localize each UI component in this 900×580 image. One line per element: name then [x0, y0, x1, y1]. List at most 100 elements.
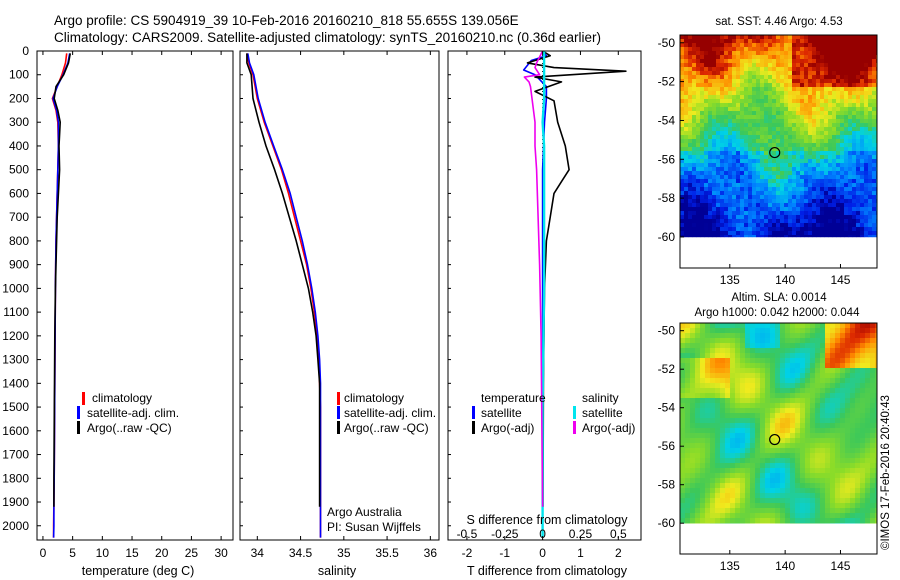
- heatmap-cell: [745, 428, 751, 434]
- heatmap-cell: [840, 463, 846, 469]
- heatmap-cell: [740, 55, 745, 60]
- heatmap-cell: [695, 503, 701, 509]
- heatmap-cell: [680, 55, 685, 60]
- heatmap-cell: [860, 55, 865, 60]
- heatmap-cell: [775, 448, 781, 454]
- heatmap-cell: [685, 338, 691, 344]
- heatmap-cell: [720, 151, 725, 156]
- heatmap-cell: [828, 67, 833, 72]
- heatmap-cell: [680, 215, 685, 220]
- heatmap-cell: [835, 503, 841, 509]
- heatmap-cell: [850, 423, 856, 429]
- heatmap-cell: [788, 91, 793, 96]
- heatmap-cell: [760, 147, 765, 152]
- heatmap-cell: [748, 59, 753, 64]
- heatmap-cell: [856, 231, 861, 236]
- heatmap-cell: [772, 231, 777, 236]
- heatmap-cell: [705, 343, 711, 349]
- heatmap-cell: [850, 488, 856, 494]
- heatmap-cell: [780, 35, 785, 40]
- heatmap-cell: [812, 215, 817, 220]
- heatmap-cell: [736, 187, 741, 192]
- y-tick-label: 400: [9, 139, 29, 153]
- heatmap-cell: [728, 175, 733, 180]
- heatmap-cell: [735, 478, 741, 484]
- heatmap-cell: [820, 383, 826, 389]
- heatmap-cell: [695, 468, 701, 474]
- heatmap-cell: [812, 43, 817, 48]
- heatmap-cell: [688, 47, 693, 52]
- heatmap-cell: [720, 119, 725, 124]
- heatmap-cell: [692, 215, 697, 220]
- heatmap-cell: [848, 35, 853, 40]
- heatmap-cell: [700, 438, 706, 444]
- heatmap-cell: [872, 63, 877, 68]
- heatmap-cell: [728, 231, 733, 236]
- heatmap-cell: [704, 39, 709, 44]
- heatmap-cell: [690, 393, 696, 399]
- heatmap-cell: [856, 95, 861, 100]
- heatmap-cell: [812, 115, 817, 120]
- heatmap-cell: [795, 428, 801, 434]
- heatmap-cell: [735, 513, 741, 519]
- heatmap-cell: [684, 75, 689, 80]
- heatmap-cell: [848, 167, 853, 172]
- heatmap-cell: [775, 453, 781, 459]
- heatmap-cell: [732, 71, 737, 76]
- heatmap-cell: [848, 195, 853, 200]
- heatmap-cell: [784, 47, 789, 52]
- heatmap-cell: [725, 493, 731, 499]
- heatmap-cell: [680, 378, 686, 384]
- heatmap-cell: [784, 151, 789, 156]
- heatmap-cell: [804, 179, 809, 184]
- heatmap-cell: [796, 75, 801, 80]
- heatmap-cell: [844, 199, 849, 204]
- heatmap-cell: [820, 159, 825, 164]
- heatmap-cell: [820, 203, 825, 208]
- heatmap-cell: [808, 179, 813, 184]
- heatmap-cell: [784, 155, 789, 160]
- heatmap-cell: [764, 87, 769, 92]
- heatmap-cell: [690, 383, 696, 389]
- heatmap-cell: [745, 498, 751, 504]
- heatmap-cell: [764, 107, 769, 112]
- heatmap-cell: [836, 47, 841, 52]
- heatmap-cell: [720, 207, 725, 212]
- heatmap-cell: [770, 483, 776, 489]
- heatmap-cell: [768, 119, 773, 124]
- heatmap-cell: [740, 483, 746, 489]
- sst-map-title: sat. SST: 4.46 Argo: 4.53: [715, 16, 842, 28]
- heatmap-cell: [712, 223, 717, 228]
- heatmap-cell: [724, 155, 729, 160]
- heatmap-cell: [785, 513, 791, 519]
- heatmap-cell: [850, 413, 856, 419]
- heatmap-cell: [740, 187, 745, 192]
- heatmap-cell: [790, 368, 796, 374]
- heatmap-cell: [875, 488, 878, 494]
- heatmap-cell: [764, 43, 769, 48]
- heatmap-cell: [708, 47, 713, 52]
- heatmap-cell: [756, 59, 761, 64]
- heatmap-cell: [685, 423, 691, 429]
- heatmap-cell: [715, 463, 721, 469]
- heatmap-cell: [792, 123, 797, 128]
- heatmap-cell: [700, 155, 705, 160]
- heatmap-cell: [828, 187, 833, 192]
- heatmap-cell: [695, 393, 701, 399]
- heatmap-cell: [695, 513, 701, 519]
- heatmap-cell: [868, 151, 873, 156]
- legend-argo: Argo(..raw -QC): [87, 421, 172, 435]
- heatmap-cell: [800, 43, 805, 48]
- heatmap-cell: [840, 99, 845, 104]
- heatmap-cell: [792, 103, 797, 108]
- heatmap-cell: [680, 373, 686, 379]
- heatmap-cell: [848, 227, 853, 232]
- heatmap-cell: [744, 35, 749, 40]
- x-tick-label: 145: [830, 273, 850, 287]
- heatmap-cell: [765, 363, 771, 369]
- heatmap-cell: [828, 219, 833, 224]
- heatmap-cell: [840, 235, 845, 238]
- heatmap-cell: [725, 413, 731, 419]
- heatmap-cell: [864, 199, 869, 204]
- heatmap-cell: [784, 107, 789, 112]
